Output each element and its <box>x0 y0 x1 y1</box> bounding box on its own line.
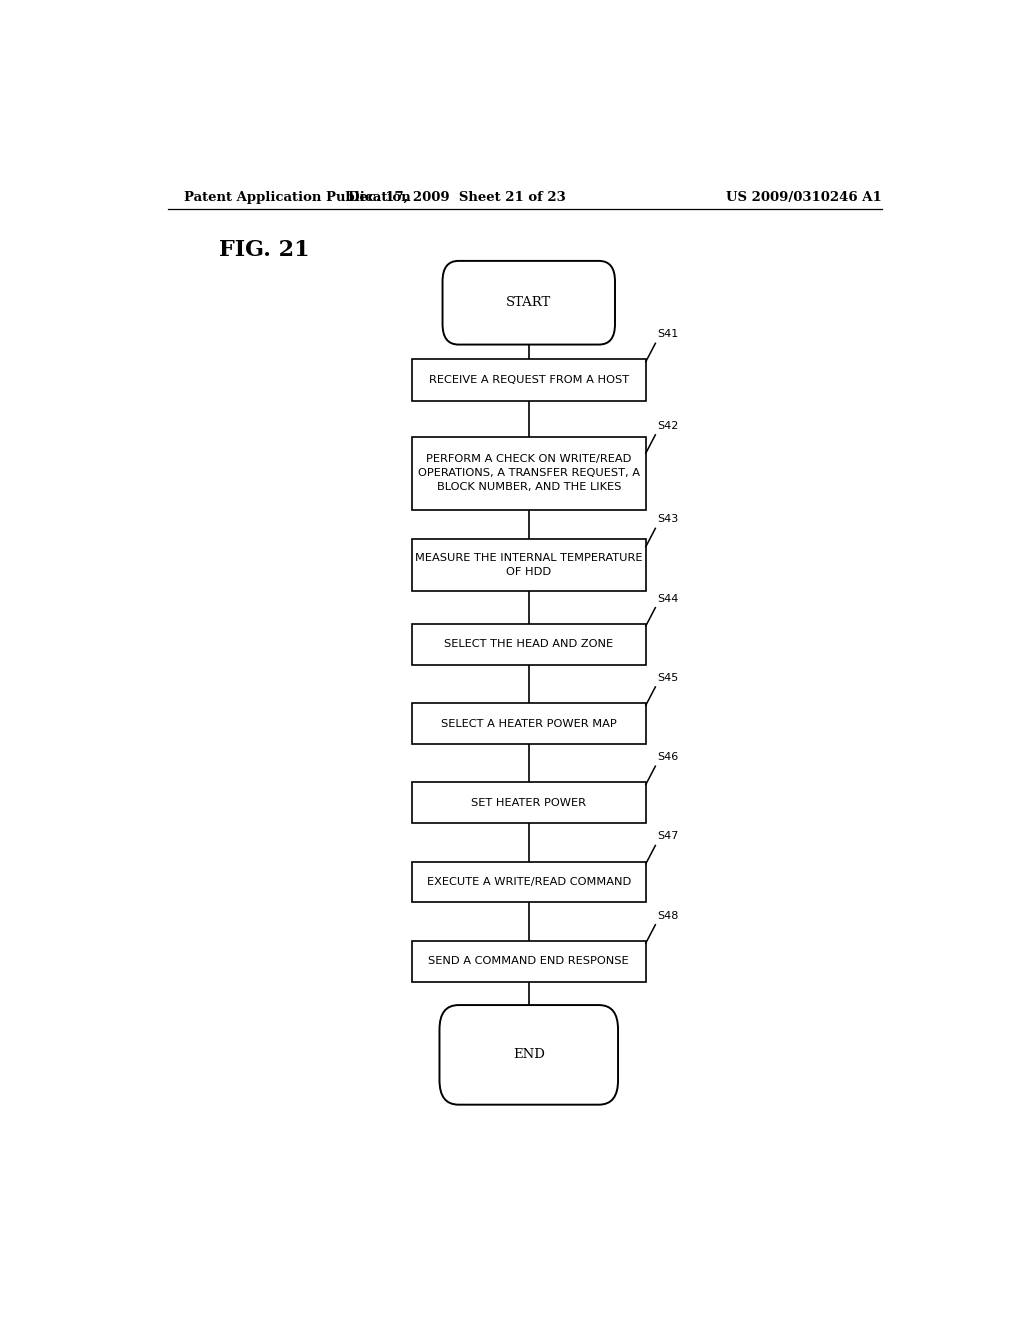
Text: S42: S42 <box>657 421 678 430</box>
Text: S41: S41 <box>657 329 678 339</box>
Bar <box>412 624 646 664</box>
FancyBboxPatch shape <box>439 1005 618 1105</box>
Text: US 2009/0310246 A1: US 2009/0310246 A1 <box>726 190 882 203</box>
Text: MEASURE THE INTERNAL TEMPERATURE
OF HDD: MEASURE THE INTERNAL TEMPERATURE OF HDD <box>415 553 642 577</box>
Text: S45: S45 <box>657 673 678 682</box>
Text: RECEIVE A REQUEST FROM A HOST: RECEIVE A REQUEST FROM A HOST <box>429 375 629 385</box>
Text: EXECUTE A WRITE/READ COMMAND: EXECUTE A WRITE/READ COMMAND <box>427 876 631 887</box>
Bar <box>412 539 646 591</box>
Bar <box>412 941 646 982</box>
Text: END: END <box>513 1048 545 1061</box>
Text: PERFORM A CHECK ON WRITE/READ
OPERATIONS, A TRANSFER REQUEST, A
BLOCK NUMBER, AN: PERFORM A CHECK ON WRITE/READ OPERATIONS… <box>418 454 640 492</box>
Text: S48: S48 <box>657 911 678 921</box>
Text: SELECT THE HEAD AND ZONE: SELECT THE HEAD AND ZONE <box>444 639 613 649</box>
Bar <box>412 437 646 510</box>
Bar <box>412 783 646 824</box>
Text: START: START <box>506 296 551 309</box>
Text: S47: S47 <box>657 832 678 841</box>
Bar <box>412 862 646 903</box>
Text: SET HEATER POWER: SET HEATER POWER <box>471 797 587 808</box>
Text: SEND A COMMAND END RESPONSE: SEND A COMMAND END RESPONSE <box>428 957 629 966</box>
Bar <box>412 704 646 744</box>
Text: S44: S44 <box>657 594 678 603</box>
Text: FIG. 21: FIG. 21 <box>219 239 310 261</box>
Text: Patent Application Publication: Patent Application Publication <box>183 190 411 203</box>
Text: Dec. 17, 2009  Sheet 21 of 23: Dec. 17, 2009 Sheet 21 of 23 <box>348 190 566 203</box>
Text: S43: S43 <box>657 515 678 524</box>
Text: SELECT A HEATER POWER MAP: SELECT A HEATER POWER MAP <box>441 718 616 729</box>
FancyBboxPatch shape <box>442 261 615 345</box>
Text: S46: S46 <box>657 752 678 762</box>
Bar <box>412 359 646 401</box>
